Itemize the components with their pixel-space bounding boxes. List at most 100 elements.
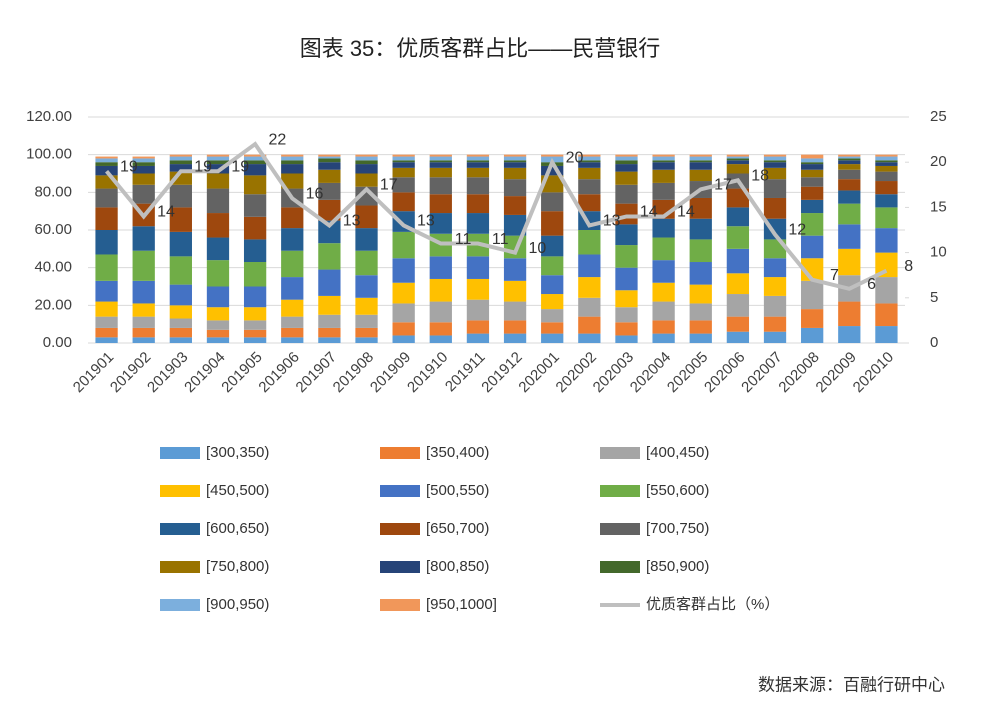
bar-segment xyxy=(466,213,490,234)
bar-segment xyxy=(801,162,824,165)
legend-swatch xyxy=(380,599,420,611)
bar-segment xyxy=(652,301,675,321)
bar-segment xyxy=(801,186,824,200)
bar-segment xyxy=(466,162,490,168)
bar-segment xyxy=(281,156,304,161)
data-label: 13 xyxy=(417,213,435,230)
bar-segment xyxy=(95,280,118,302)
bar-segment xyxy=(838,301,861,327)
bar-segment xyxy=(578,162,601,168)
legend-label: [850,900) xyxy=(646,558,709,575)
bar-segment xyxy=(615,156,638,161)
bar-segment xyxy=(318,158,341,163)
bar-segment xyxy=(875,156,898,161)
bar-segment xyxy=(429,177,452,195)
bar-segment xyxy=(355,173,378,187)
bar-segment xyxy=(429,160,452,163)
bar-segment xyxy=(726,273,750,295)
bar-segment xyxy=(466,299,490,321)
bar-segment xyxy=(838,156,861,159)
bar-segment xyxy=(615,307,638,323)
bar-segment xyxy=(281,337,304,343)
bar-segment xyxy=(243,320,267,330)
bar-segment xyxy=(726,160,750,165)
bar-segment xyxy=(169,231,192,257)
y-tick-label: 0.00 xyxy=(43,334,72,351)
bar-segment xyxy=(875,154,898,157)
x-tick-label: 201907 xyxy=(293,349,340,396)
bar-segment xyxy=(615,335,638,343)
bar-segment xyxy=(281,277,304,300)
line xyxy=(105,141,888,291)
bar-segment xyxy=(875,160,898,163)
legend-swatch xyxy=(160,485,200,497)
x-tick-label: 202004 xyxy=(627,349,674,396)
bar-segment xyxy=(615,184,638,204)
legend-swatch xyxy=(160,599,200,611)
bar-segment xyxy=(615,267,638,291)
legend-label: [700,750) xyxy=(646,520,709,537)
bar-segment xyxy=(429,156,452,161)
bar-segment xyxy=(206,237,230,261)
bar-segment xyxy=(95,188,118,208)
legend-label: [650,700) xyxy=(426,520,489,537)
bar-segment xyxy=(318,169,341,183)
data-label: 13 xyxy=(603,213,621,230)
data-label: 11 xyxy=(492,231,509,248)
bar-segment xyxy=(281,164,304,174)
bar-segment xyxy=(875,303,898,327)
bar-segment xyxy=(281,160,304,165)
legend-label: [600,650) xyxy=(206,520,269,537)
x-tick-label: 202006 xyxy=(701,349,748,396)
bar-segment xyxy=(689,162,712,170)
bar-segment xyxy=(689,169,712,182)
bar-segment xyxy=(429,256,452,279)
bar-segment xyxy=(875,162,898,166)
bar-segment xyxy=(169,256,192,285)
x-tick-label: 202008 xyxy=(775,349,822,396)
bar-segment xyxy=(763,154,787,157)
bar-segment xyxy=(801,158,824,163)
bar-segment xyxy=(541,235,564,257)
bar-segment xyxy=(429,335,452,343)
bar-segment xyxy=(95,158,118,163)
bar-segment xyxy=(355,186,378,206)
bar-segment xyxy=(318,154,341,157)
bar-segment xyxy=(763,295,787,317)
y-tick-label: 120.00 xyxy=(26,108,72,125)
bar-segment xyxy=(95,207,118,230)
x-tick-label: 202002 xyxy=(553,349,600,396)
bar-segment xyxy=(615,322,638,336)
bar-segment xyxy=(838,190,861,204)
bar-segment xyxy=(243,307,267,321)
bar-segment xyxy=(206,173,230,189)
bar-segment xyxy=(281,173,304,189)
bar-segment xyxy=(429,213,452,234)
bar-segment xyxy=(355,314,378,328)
bar-segment xyxy=(318,295,341,315)
bar-segment xyxy=(429,278,452,302)
bar-segment xyxy=(838,224,861,249)
data-label: 19 xyxy=(194,158,212,175)
legend-swatch xyxy=(160,523,200,535)
bar-segment xyxy=(392,156,415,161)
bar-segment xyxy=(875,181,898,195)
bar-segment xyxy=(169,156,192,161)
bar-segment xyxy=(132,316,155,328)
bar-segment xyxy=(615,164,638,172)
bar-segment xyxy=(206,188,230,214)
bar-segment xyxy=(206,307,230,321)
bar-segment xyxy=(726,207,750,227)
y-tick-label: 40.00 xyxy=(34,259,72,276)
x-tick-label: 202007 xyxy=(738,349,785,396)
x-tick-label: 201910 xyxy=(404,349,451,396)
x-tick-label: 201906 xyxy=(255,349,302,396)
bar-segment xyxy=(541,309,564,323)
bar-segment xyxy=(318,327,341,338)
y2-tick-label: 10 xyxy=(930,244,947,261)
bar-segment xyxy=(541,333,564,343)
bar-segment xyxy=(169,160,192,165)
bar-segment xyxy=(392,192,415,212)
bar-segment xyxy=(838,203,861,225)
bar-segment xyxy=(801,164,824,170)
